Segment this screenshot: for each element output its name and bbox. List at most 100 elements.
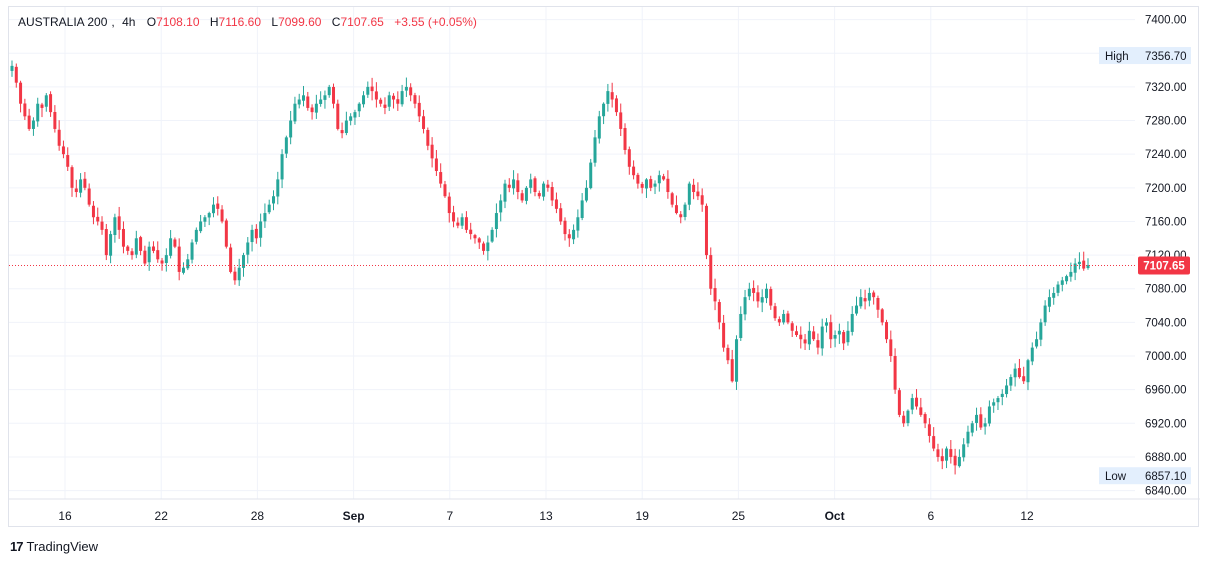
- tradingview-logo[interactable]: 17 TradingView: [10, 539, 98, 554]
- high-value: 7116.60: [218, 15, 262, 29]
- candle-body: [1065, 276, 1069, 282]
- candle-body: [494, 213, 498, 230]
- time-tick-label: 6: [927, 509, 934, 523]
- candle-body: [1069, 271, 1073, 277]
- candle-body: [482, 243, 486, 251]
- candle-body: [1009, 377, 1013, 386]
- candle-body: [460, 217, 464, 226]
- candle-body: [151, 246, 155, 251]
- candle-body: [657, 175, 661, 184]
- candle-body: [344, 120, 348, 134]
- candle-body: [14, 66, 18, 83]
- candle-body: [31, 120, 35, 129]
- time-tick-label: Oct: [825, 509, 845, 523]
- candle-body: [276, 179, 280, 197]
- candle-body: [520, 193, 524, 201]
- candle-body: [430, 144, 434, 159]
- time-tick-label: 16: [58, 509, 72, 523]
- candle-body: [353, 112, 357, 118]
- candle-body: [284, 137, 288, 154]
- price-tick-label: 6840.00: [1145, 486, 1187, 498]
- candle-body: [602, 103, 606, 117]
- candle-body: [109, 234, 113, 256]
- candle-body: [259, 221, 263, 238]
- candle-body: [469, 229, 473, 235]
- candle-body: [100, 221, 104, 230]
- candle-body: [932, 436, 936, 449]
- candle-body: [464, 217, 468, 230]
- candle-body: [19, 82, 23, 104]
- candle-body: [1056, 284, 1060, 293]
- candle-body: [850, 313, 854, 332]
- candle-body: [743, 297, 747, 315]
- candle-body: [966, 431, 970, 444]
- candle-body: [867, 292, 871, 301]
- candle-body: [117, 216, 121, 230]
- candle-body: [670, 193, 674, 205]
- candle-body: [503, 183, 507, 202]
- price-tick-label: 6920.00: [1145, 418, 1187, 430]
- candle-body: [619, 112, 623, 129]
- candle-body: [177, 246, 181, 272]
- symbol-name[interactable]: AUSTRALIA 200: [18, 15, 108, 29]
- candles: [10, 60, 1090, 475]
- candle-body: [57, 129, 61, 146]
- candle-body: [490, 229, 494, 242]
- candle-body: [362, 95, 366, 105]
- candle-body: [417, 102, 421, 117]
- candle-body: [113, 217, 117, 236]
- candle-body: [786, 313, 790, 323]
- candle-body: [949, 449, 953, 457]
- candle-body: [666, 178, 670, 193]
- close-label: C: [331, 15, 341, 29]
- time-tick-label: 13: [539, 509, 553, 523]
- high-label: H: [209, 15, 219, 29]
- candle-body: [512, 179, 516, 189]
- candle-body: [752, 287, 756, 293]
- candle-body: [1026, 360, 1030, 383]
- candle-body: [833, 335, 837, 339]
- candle-body: [1005, 385, 1009, 395]
- candle-body: [606, 91, 610, 104]
- candle-body: [769, 289, 773, 306]
- candle-body: [254, 228, 258, 239]
- time-tick-label: 22: [155, 509, 169, 523]
- candle-body: [271, 196, 275, 204]
- candle-body: [319, 99, 323, 104]
- candle-body: [692, 184, 696, 193]
- candle-body: [409, 87, 413, 96]
- candle-body: [962, 444, 966, 458]
- candle-body: [713, 288, 717, 302]
- candle-body: [36, 103, 40, 122]
- candle-body: [126, 246, 130, 251]
- candle-body: [134, 238, 138, 255]
- candle-body: [722, 322, 726, 348]
- candle-body: [885, 322, 889, 340]
- candle-body: [915, 397, 919, 407]
- price-tick-label: 7080.00: [1145, 284, 1187, 296]
- price-tags: 7107.65 High 7356.70 Low 6857.10: [1099, 47, 1191, 485]
- candle-body: [293, 103, 297, 122]
- candle-body: [794, 331, 798, 335]
- interval-label[interactable]: 4h: [122, 15, 136, 29]
- price-tick-label: 7280.00: [1145, 116, 1187, 128]
- candle-body: [499, 200, 503, 213]
- price-tick-label: 7240.00: [1145, 149, 1187, 161]
- candle-body: [211, 204, 215, 214]
- last-price-tag-label: 7107.65: [1143, 260, 1185, 272]
- candle-body: [203, 217, 207, 222]
- price-tick-label: 6960.00: [1145, 385, 1187, 397]
- candle-body: [726, 347, 730, 361]
- candle-body: [439, 172, 443, 184]
- candle-body: [1043, 305, 1047, 323]
- candle-body: [799, 334, 803, 340]
- change-value: +3.55 (+0.05%): [394, 15, 477, 29]
- candle-body: [49, 94, 53, 113]
- candle-body: [233, 271, 237, 281]
- candle-body: [156, 250, 160, 260]
- candle-body: [859, 297, 863, 307]
- candle-body: [70, 167, 74, 188]
- candle-body: [756, 292, 760, 302]
- low-value: 7099.60: [278, 15, 322, 29]
